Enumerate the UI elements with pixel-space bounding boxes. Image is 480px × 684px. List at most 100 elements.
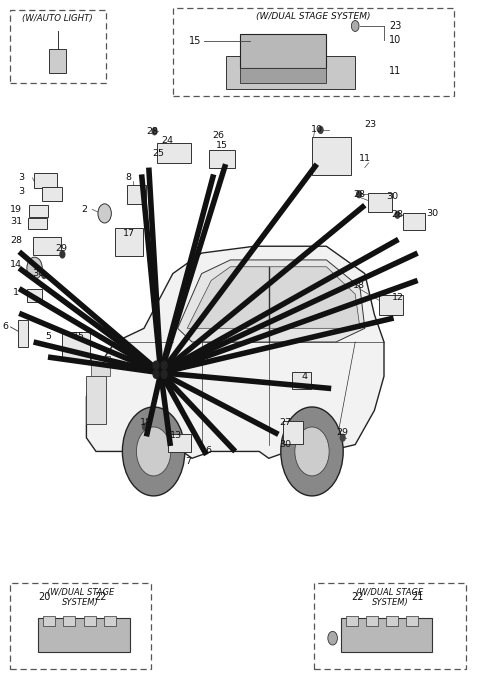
- Text: 3: 3: [19, 173, 24, 183]
- Text: 12: 12: [392, 293, 403, 302]
- Bar: [341, 618, 432, 652]
- Text: 11: 11: [359, 154, 371, 163]
- Bar: [386, 616, 398, 626]
- Bar: [104, 616, 116, 626]
- Text: 10: 10: [389, 35, 401, 44]
- Text: 6: 6: [3, 322, 9, 332]
- Text: 28: 28: [392, 210, 403, 220]
- Text: 7: 7: [185, 457, 191, 466]
- Text: 30: 30: [386, 192, 399, 202]
- Bar: [84, 616, 96, 626]
- Text: 29: 29: [336, 428, 348, 437]
- Circle shape: [136, 427, 171, 476]
- Bar: [368, 193, 392, 212]
- Text: 29: 29: [55, 244, 67, 254]
- Text: 18: 18: [353, 281, 365, 291]
- Bar: [168, 434, 191, 452]
- Polygon shape: [86, 246, 384, 458]
- Text: 13: 13: [169, 430, 182, 440]
- Bar: [29, 205, 48, 217]
- Circle shape: [98, 204, 111, 223]
- Circle shape: [60, 251, 65, 258]
- Circle shape: [295, 427, 329, 476]
- Text: 27: 27: [279, 418, 291, 428]
- Polygon shape: [187, 267, 360, 328]
- Bar: [33, 237, 61, 255]
- Circle shape: [161, 370, 167, 378]
- FancyBboxPatch shape: [10, 10, 106, 83]
- Bar: [240, 68, 326, 83]
- Text: 15: 15: [73, 332, 85, 341]
- Text: 9: 9: [49, 21, 56, 31]
- Circle shape: [153, 361, 159, 369]
- Bar: [49, 49, 66, 73]
- Text: 31: 31: [10, 217, 22, 226]
- Text: 10: 10: [311, 125, 323, 135]
- Bar: [27, 289, 42, 302]
- Text: 30: 30: [32, 269, 45, 278]
- Bar: [115, 228, 143, 256]
- Bar: [34, 173, 57, 188]
- Bar: [366, 616, 378, 626]
- Text: 28: 28: [10, 236, 22, 246]
- Circle shape: [27, 257, 42, 279]
- Text: 17: 17: [123, 229, 134, 239]
- Text: 30: 30: [279, 440, 291, 449]
- Text: (W/DUAL STAGE SYSTEM): (W/DUAL STAGE SYSTEM): [256, 12, 371, 21]
- Circle shape: [357, 191, 361, 198]
- Bar: [292, 372, 311, 389]
- Text: 14: 14: [10, 259, 22, 269]
- Text: 4: 4: [301, 371, 307, 381]
- Bar: [91, 356, 110, 376]
- Text: 15: 15: [189, 36, 202, 46]
- Circle shape: [281, 407, 343, 496]
- Bar: [28, 218, 47, 229]
- Text: 28: 28: [147, 127, 158, 136]
- Bar: [42, 187, 62, 201]
- Text: 3: 3: [19, 187, 24, 196]
- Text: 22: 22: [351, 592, 364, 602]
- Circle shape: [42, 272, 47, 278]
- Circle shape: [340, 434, 345, 441]
- Bar: [43, 616, 55, 626]
- Bar: [346, 616, 358, 626]
- Bar: [406, 616, 418, 626]
- Circle shape: [122, 407, 185, 496]
- Bar: [62, 332, 90, 360]
- Text: 24: 24: [161, 135, 173, 145]
- Circle shape: [152, 128, 157, 135]
- Bar: [127, 185, 146, 204]
- Circle shape: [143, 423, 147, 430]
- Text: 11: 11: [389, 66, 401, 76]
- Bar: [379, 295, 403, 315]
- Circle shape: [161, 361, 167, 369]
- Text: 5: 5: [45, 332, 51, 341]
- Text: 26: 26: [212, 131, 225, 140]
- Text: 16: 16: [202, 445, 213, 455]
- Text: 20: 20: [38, 592, 50, 602]
- Circle shape: [153, 370, 159, 378]
- FancyBboxPatch shape: [314, 583, 466, 669]
- Text: (W/DUAL STAGE
SYSTEM): (W/DUAL STAGE SYSTEM): [47, 588, 114, 607]
- Bar: [403, 213, 425, 230]
- Bar: [18, 320, 28, 347]
- Bar: [283, 421, 303, 444]
- Text: 8: 8: [126, 173, 132, 183]
- FancyBboxPatch shape: [173, 8, 454, 96]
- Text: 28: 28: [353, 189, 365, 199]
- Text: 2: 2: [81, 205, 87, 214]
- Text: 21: 21: [411, 592, 424, 602]
- Text: 23: 23: [389, 21, 401, 31]
- Bar: [63, 616, 75, 626]
- Bar: [86, 376, 106, 424]
- Text: 25: 25: [153, 148, 164, 158]
- Text: 30: 30: [426, 209, 438, 218]
- Text: 18: 18: [140, 418, 152, 428]
- Circle shape: [328, 631, 337, 645]
- Polygon shape: [178, 260, 365, 342]
- FancyBboxPatch shape: [10, 583, 151, 669]
- Bar: [312, 137, 351, 174]
- Bar: [226, 56, 355, 89]
- Circle shape: [395, 211, 400, 218]
- Circle shape: [318, 127, 323, 133]
